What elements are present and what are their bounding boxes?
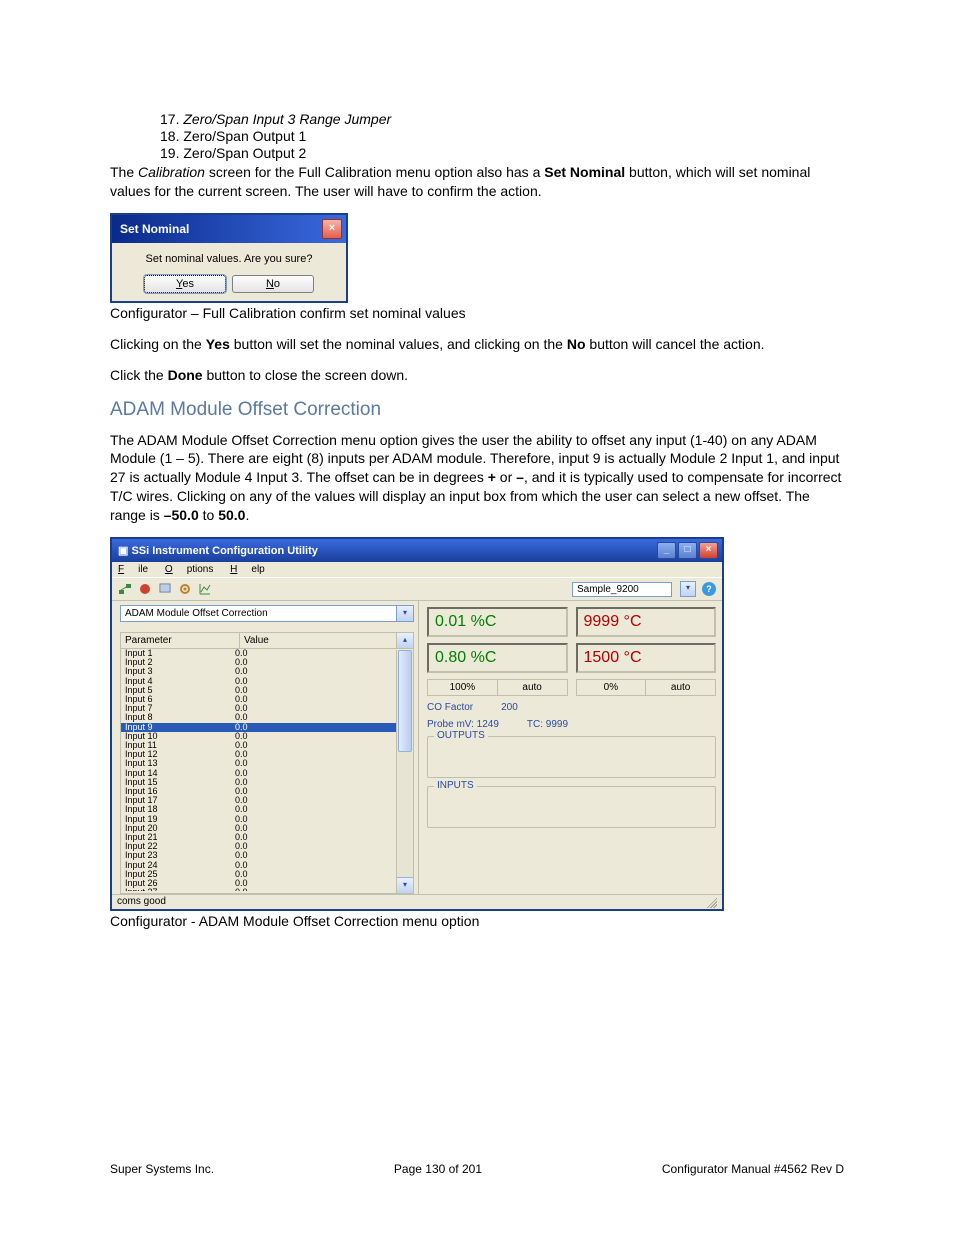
output1-box: 100% auto: [427, 679, 568, 696]
maximize-icon[interactable]: □: [678, 542, 697, 559]
app-icon: ▣: [118, 545, 128, 557]
stop-icon[interactable]: [138, 582, 152, 596]
column-parameter[interactable]: Parameter: [121, 633, 240, 648]
table-row[interactable]: Input 20.0: [121, 658, 413, 667]
sample-dropdown-icon[interactable]: ▾: [680, 581, 696, 597]
table-row[interactable]: Input 60.0: [121, 695, 413, 704]
table-row[interactable]: Input 90.0: [121, 723, 413, 732]
table-row[interactable]: Input 260.0: [121, 879, 413, 888]
list-item-18: Zero/Span Output 1: [183, 128, 306, 144]
inputs-panel: INPUTS: [427, 786, 716, 828]
footer-left: Super Systems Inc.: [110, 1162, 214, 1176]
table-row[interactable]: Input 210.0: [121, 833, 413, 842]
combo-text: ADAM Module Offset Correction: [121, 606, 396, 621]
table-row[interactable]: Input 120.0: [121, 750, 413, 759]
connect-icon[interactable]: [118, 582, 132, 596]
column-value[interactable]: Value: [240, 633, 396, 648]
table-row[interactable]: Input 140.0: [121, 769, 413, 778]
table-row[interactable]: Input 160.0: [121, 787, 413, 796]
table-row[interactable]: Input 230.0: [121, 851, 413, 860]
footer-center: Page 130 of 201: [394, 1162, 482, 1176]
footer-right: Configurator Manual #4562 Rev D: [662, 1162, 844, 1176]
numbered-list: 17. Zero/Span Input 3 Range Jumper 18. Z…: [160, 111, 844, 161]
gear-icon[interactable]: [178, 582, 192, 596]
menu-file[interactable]: File: [118, 564, 148, 575]
table-row[interactable]: Input 80.0: [121, 713, 413, 722]
table-row[interactable]: Input 150.0: [121, 778, 413, 787]
table-row[interactable]: Input 250.0: [121, 870, 413, 879]
output2-box: 0% auto: [576, 679, 717, 696]
pv-temp-display: 9999 °C: [576, 607, 717, 637]
page-footer: Super Systems Inc. Page 130 of 201 Confi…: [110, 1162, 844, 1176]
list-item-19: Zero/Span Output 2: [183, 145, 306, 161]
help-icon[interactable]: ?: [702, 582, 716, 596]
table-row[interactable]: Input 220.0: [121, 842, 413, 851]
parameter-grid: Parameter Value ▴ Input 10.0Input 20.0In…: [120, 632, 414, 894]
toolbar: Sample_9200 ▾ ?: [112, 577, 722, 601]
chart-icon[interactable]: [198, 582, 212, 596]
table-row[interactable]: Input 240.0: [121, 861, 413, 870]
table-row[interactable]: Input 270.0: [121, 888, 413, 891]
table-row[interactable]: Input 180.0: [121, 805, 413, 814]
table-row[interactable]: Input 10.0: [121, 649, 413, 658]
scrollbar-thumb[interactable]: [398, 650, 412, 752]
window-title: SSi Instrument Configuration Utility: [131, 545, 317, 557]
outputs-panel: OUTPUTS: [427, 736, 716, 778]
status-bar: coms good: [112, 894, 722, 909]
resize-grip-icon[interactable]: [703, 896, 717, 908]
table-row[interactable]: Input 40.0: [121, 677, 413, 686]
paragraph-done: Click the Done button to close the scree…: [110, 366, 844, 385]
caption-setnominal: Configurator – Full Calibration confirm …: [110, 305, 844, 321]
list-item-17: Zero/Span Input 3 Range Jumper: [183, 111, 391, 127]
scroll-down-icon[interactable]: ▾: [397, 877, 413, 893]
table-row[interactable]: Input 50.0: [121, 686, 413, 695]
dialog-titlebar[interactable]: Set Nominal ×: [112, 215, 346, 243]
paragraph-yesno: Clicking on the Yes button will set the …: [110, 335, 844, 354]
chevron-down-icon[interactable]: ▾: [396, 606, 413, 621]
caption-adam: Configurator - ADAM Module Offset Correc…: [110, 913, 844, 929]
scroll-up-icon[interactable]: ▴: [396, 633, 413, 648]
screen-icon[interactable]: [158, 582, 172, 596]
table-row[interactable]: Input 70.0: [121, 704, 413, 713]
sp-temp-display: 1500 °C: [576, 643, 717, 673]
window-titlebar[interactable]: ▣ SSi Instrument Configuration Utility _…: [112, 539, 722, 562]
table-row[interactable]: Input 30.0: [121, 667, 413, 676]
yes-button[interactable]: Yes: [144, 275, 226, 293]
table-row[interactable]: Input 190.0: [121, 815, 413, 824]
sample-field[interactable]: Sample_9200: [572, 582, 672, 597]
close-icon[interactable]: ×: [699, 542, 718, 559]
paragraph-adam: The ADAM Module Offset Correction menu o…: [110, 431, 844, 525]
probe-tc-line: Probe mV: 1249TC: 9999: [427, 719, 716, 730]
no-button[interactable]: No: [232, 275, 314, 293]
vertical-scrollbar[interactable]: ▾: [396, 650, 413, 893]
table-row[interactable]: Input 110.0: [121, 741, 413, 750]
table-row[interactable]: Input 200.0: [121, 824, 413, 833]
table-row[interactable]: Input 170.0: [121, 796, 413, 805]
dialog-message: Set nominal values. Are you sure?: [120, 253, 338, 265]
screen-select-combo[interactable]: ADAM Module Offset Correction ▾: [120, 605, 414, 622]
table-row[interactable]: Input 130.0: [121, 759, 413, 768]
minimize-icon[interactable]: _: [657, 542, 676, 559]
co-factor-line: CO Factor200: [427, 702, 716, 713]
table-row[interactable]: Input 100.0: [121, 732, 413, 741]
dialog-title: Set Nominal: [120, 222, 189, 236]
close-icon[interactable]: ×: [322, 219, 342, 239]
menu-help[interactable]: Help: [230, 564, 265, 575]
paragraph-calibration: The Calibration screen for the Full Cali…: [110, 163, 844, 201]
menu-options[interactable]: Options: [165, 564, 213, 575]
configurator-window: ▣ SSi Instrument Configuration Utility _…: [110, 537, 724, 911]
set-nominal-dialog: Set Nominal × Set nominal values. Are yo…: [110, 213, 348, 303]
section-heading: ADAM Module Offset Correction: [110, 399, 844, 421]
sp-carbon-display: 0.80 %C: [427, 643, 568, 673]
menu-bar: File Options Help: [112, 562, 722, 577]
pv-carbon-display: 0.01 %C: [427, 607, 568, 637]
status-text: coms good: [117, 896, 166, 908]
